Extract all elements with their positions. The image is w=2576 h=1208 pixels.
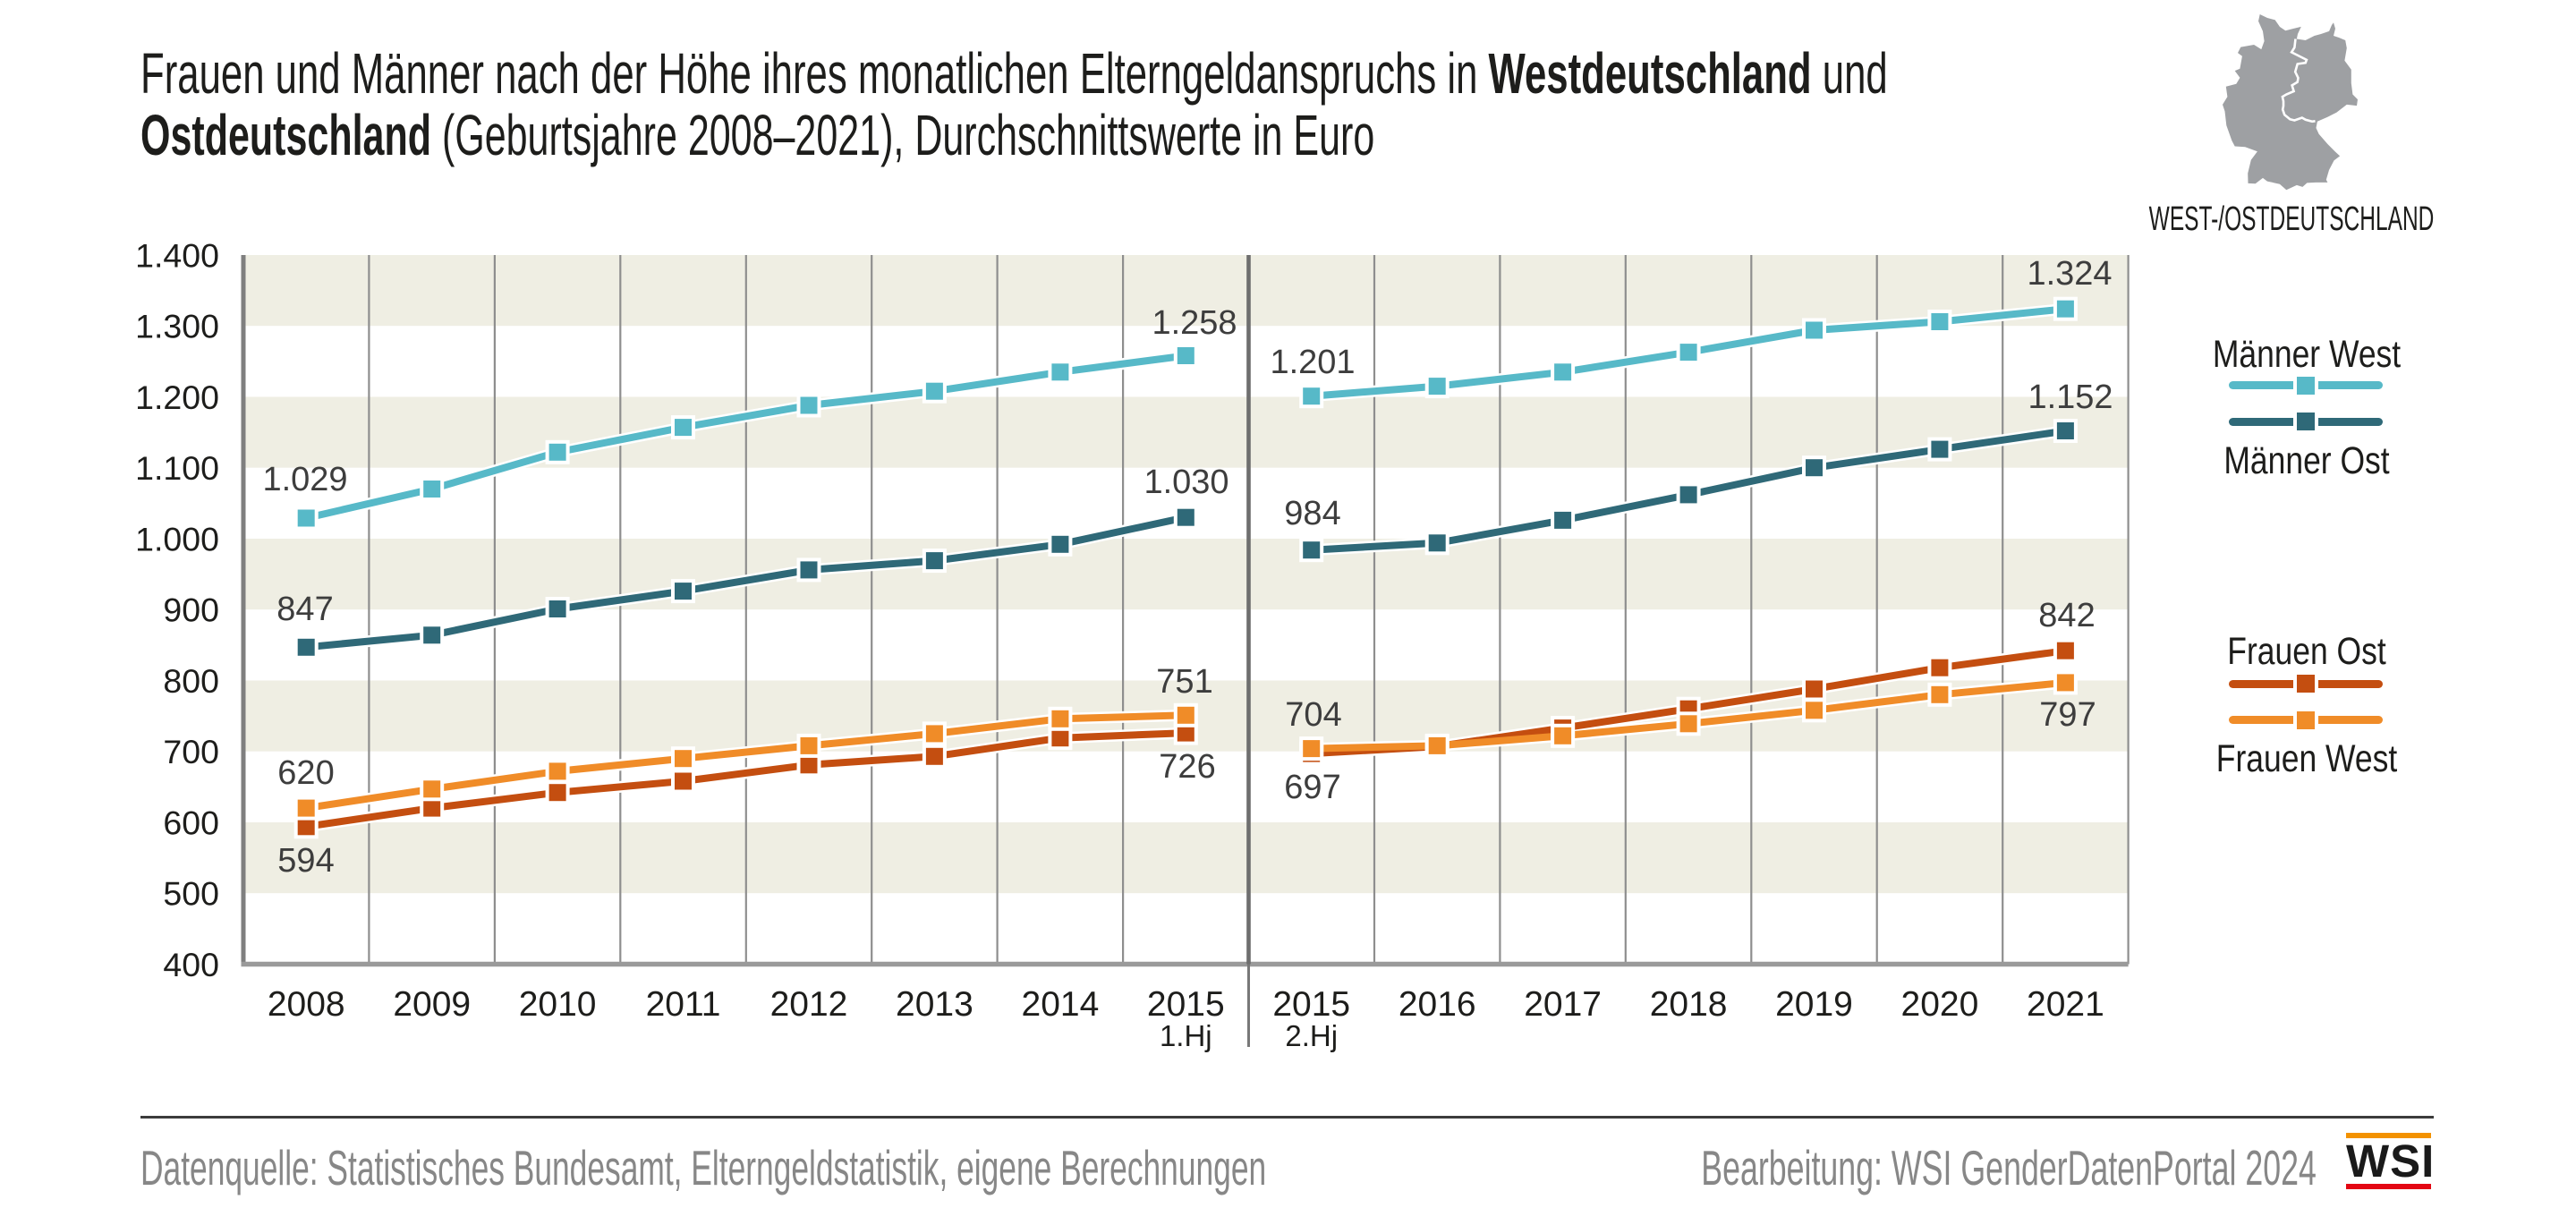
svg-text:2009: 2009 xyxy=(393,985,471,1024)
svg-text:726: 726 xyxy=(1159,748,1215,786)
svg-text:1.029: 1.029 xyxy=(262,461,347,498)
svg-text:697: 697 xyxy=(1284,769,1340,806)
svg-text:2019: 2019 xyxy=(1775,985,1853,1024)
svg-text:847: 847 xyxy=(276,591,333,628)
svg-text:2018: 2018 xyxy=(1650,985,1728,1024)
svg-text:2015: 2015 xyxy=(1147,985,1225,1024)
svg-text:2011: 2011 xyxy=(646,985,721,1024)
svg-text:1.324: 1.324 xyxy=(2027,255,2112,293)
svg-text:1.300: 1.300 xyxy=(135,308,219,345)
svg-text:1.000: 1.000 xyxy=(135,520,219,557)
svg-text:600: 600 xyxy=(163,804,219,841)
svg-text:2012: 2012 xyxy=(770,985,848,1024)
svg-text:797: 797 xyxy=(2039,696,2096,734)
svg-text:2013: 2013 xyxy=(896,985,973,1024)
svg-text:1.200: 1.200 xyxy=(135,379,219,416)
svg-text:2010: 2010 xyxy=(519,985,597,1024)
svg-text:1.100: 1.100 xyxy=(135,449,219,487)
svg-text:900: 900 xyxy=(163,591,219,629)
svg-text:751: 751 xyxy=(1156,663,1212,701)
svg-text:1.201: 1.201 xyxy=(1270,344,1355,381)
svg-text:2021: 2021 xyxy=(2027,985,2104,1024)
svg-text:594: 594 xyxy=(277,842,334,880)
svg-text:620: 620 xyxy=(277,754,334,792)
svg-text:800: 800 xyxy=(163,662,219,700)
svg-text:2.Hj: 2.Hj xyxy=(1285,1019,1338,1052)
svg-text:2020: 2020 xyxy=(1901,985,1979,1024)
svg-text:1.Hj: 1.Hj xyxy=(1160,1019,1212,1052)
svg-text:2014: 2014 xyxy=(1022,985,1100,1024)
svg-text:1.030: 1.030 xyxy=(1143,464,1228,501)
svg-text:984: 984 xyxy=(1284,495,1340,532)
svg-text:1.258: 1.258 xyxy=(1152,304,1237,342)
svg-text:704: 704 xyxy=(1285,696,1341,734)
svg-text:2016: 2016 xyxy=(1399,985,1476,1024)
svg-text:842: 842 xyxy=(2038,597,2095,634)
svg-text:2017: 2017 xyxy=(1524,985,1602,1024)
svg-text:2015: 2015 xyxy=(1272,985,1350,1024)
svg-text:2008: 2008 xyxy=(268,985,345,1024)
svg-text:700: 700 xyxy=(163,733,219,770)
svg-text:1.400: 1.400 xyxy=(135,236,219,274)
svg-text:500: 500 xyxy=(163,875,219,913)
svg-text:400: 400 xyxy=(163,946,219,983)
svg-text:1.152: 1.152 xyxy=(2028,379,2113,416)
